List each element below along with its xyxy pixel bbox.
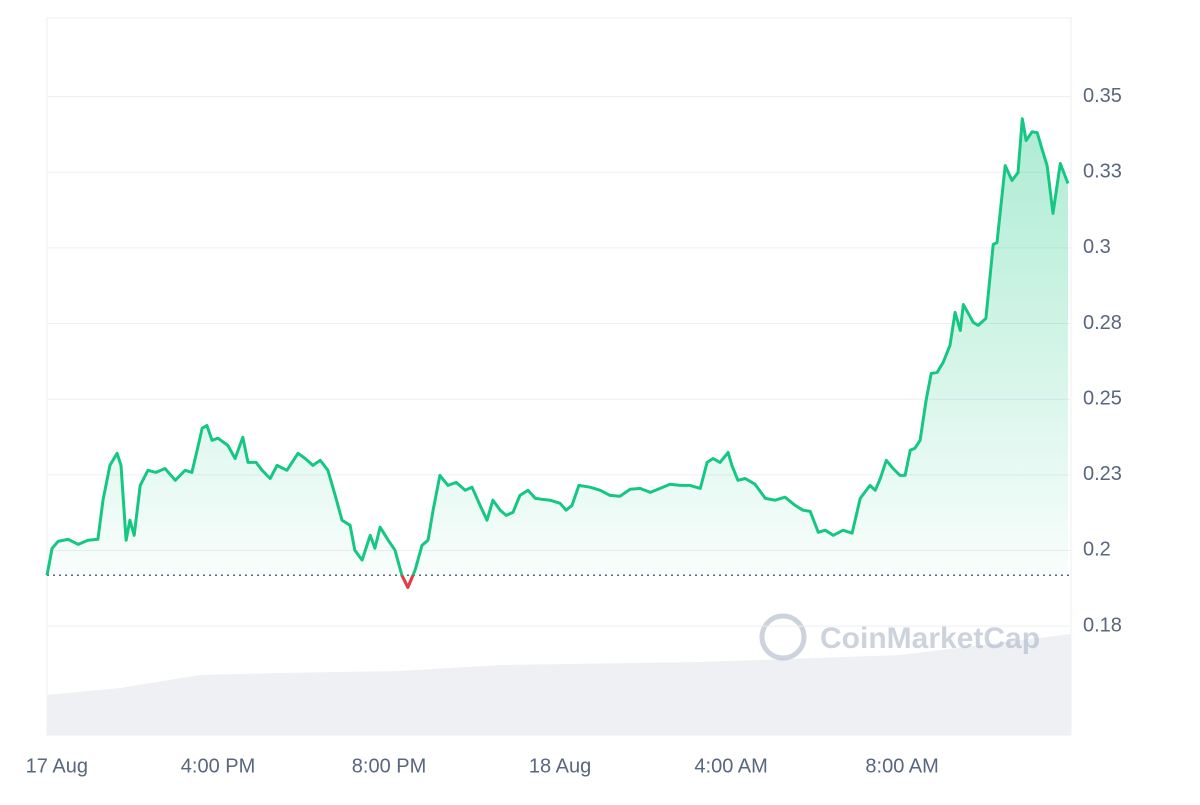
y-tick-label: 0.25 <box>1083 387 1122 409</box>
x-tick-label: 18 Aug <box>529 755 591 777</box>
watermark-text: CoinMarketCap <box>820 622 1040 655</box>
y-tick-label: 0.35 <box>1083 85 1122 107</box>
area-fill <box>47 118 1069 588</box>
y-tick-label: 0.23 <box>1083 463 1122 485</box>
y-tick-label: 0.28 <box>1083 312 1122 334</box>
y-tick-label: 0.33 <box>1083 161 1122 183</box>
volume-background <box>47 634 1071 735</box>
price-line <box>45 117 1070 589</box>
x-tick-label: 8:00 AM <box>865 755 938 777</box>
x-tick-label: 4:00 PM <box>181 755 255 777</box>
watermark-logo <box>759 613 807 661</box>
x-tick-label: 4:00 AM <box>694 755 767 777</box>
y-tick-label: 0.3 <box>1083 236 1111 258</box>
x-tick-label: 8:00 PM <box>352 755 426 777</box>
y-tick-label: 0.2 <box>1083 539 1111 561</box>
y-tick-label: 0.18 <box>1083 614 1122 636</box>
watermark: CoinMarketCap <box>759 613 1040 661</box>
x-tick-label: 17 Aug <box>26 755 88 777</box>
